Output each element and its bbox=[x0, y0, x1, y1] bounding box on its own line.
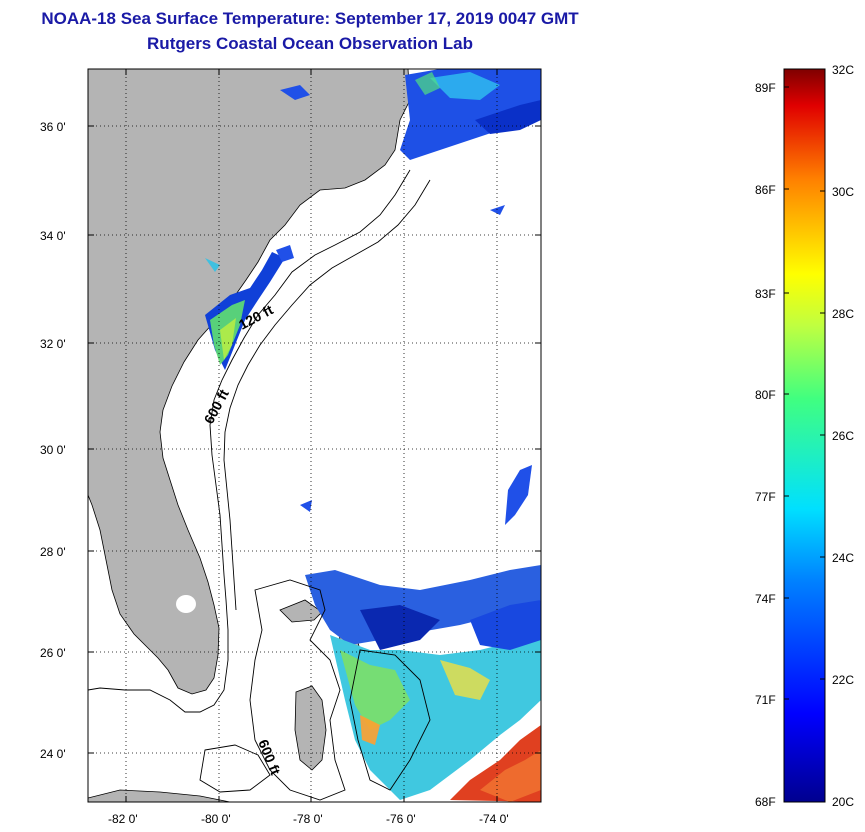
colorbar-label-20c: 20C bbox=[832, 795, 854, 809]
lat-tick-label-34: 34 0' bbox=[40, 229, 66, 243]
colorbar-label-28c: 28C bbox=[832, 307, 854, 321]
colorbar-label-86f: 86F bbox=[755, 183, 776, 197]
lon-tick-label-82: -82 0' bbox=[108, 812, 138, 826]
tick-marks bbox=[88, 69, 541, 802]
lat-tick-label-32: 32 0' bbox=[40, 337, 66, 351]
map-frame bbox=[87, 68, 542, 803]
lat-tick-label-30: 30 0' bbox=[40, 443, 66, 457]
colorbar-label-24c: 24C bbox=[832, 551, 854, 565]
bathymetry-contours bbox=[88, 169, 431, 801]
lat-tick-label-36: 36 0' bbox=[40, 120, 66, 134]
lat-tick-label-28: 28 0' bbox=[40, 545, 66, 559]
colorbar-label-30c: 30C bbox=[832, 185, 854, 199]
colorbar-label-74f: 74F bbox=[755, 592, 776, 606]
map-title: NOAA-18 Sea Surface Temperature: Septemb… bbox=[41, 9, 579, 28]
lon-tick-label-78: -78 0' bbox=[293, 812, 323, 826]
colorbar-gradient bbox=[783, 68, 826, 803]
lat-tick-label-24: 24 0' bbox=[40, 747, 66, 761]
colorbar-label-80f: 80F bbox=[755, 388, 776, 402]
lon-tick-label-74: -74 0' bbox=[479, 812, 509, 826]
lon-tick-label-80: -80 0' bbox=[201, 812, 231, 826]
colorbar-ticks bbox=[784, 68, 825, 700]
colorbar-label-71f: 71F bbox=[755, 693, 776, 707]
colorbar-label-26c: 26C bbox=[832, 429, 854, 443]
land-andros bbox=[294, 685, 327, 771]
land-us-east-coast bbox=[88, 69, 411, 695]
lon-tick-label-76: -76 0' bbox=[386, 812, 416, 826]
map-subtitle: Rutgers Coastal Ocean Observation Lab bbox=[147, 34, 473, 53]
sst-data-patches bbox=[205, 69, 541, 802]
lat-tick-label-26: 26 0' bbox=[40, 646, 66, 660]
lake-okeechobee bbox=[176, 595, 196, 613]
colorbar-label-68f: 68F bbox=[755, 795, 776, 809]
colorbar-label-77f: 77F bbox=[755, 490, 776, 504]
land-grand-bahama bbox=[279, 599, 323, 623]
colorbar-label-22c: 22C bbox=[832, 673, 854, 687]
land-cuba-north bbox=[88, 789, 231, 802]
colorbar-label-83f: 83F bbox=[755, 287, 776, 301]
colorbar-label-89f: 89F bbox=[755, 81, 776, 95]
colorbar-label-32c: 32C bbox=[832, 63, 854, 77]
